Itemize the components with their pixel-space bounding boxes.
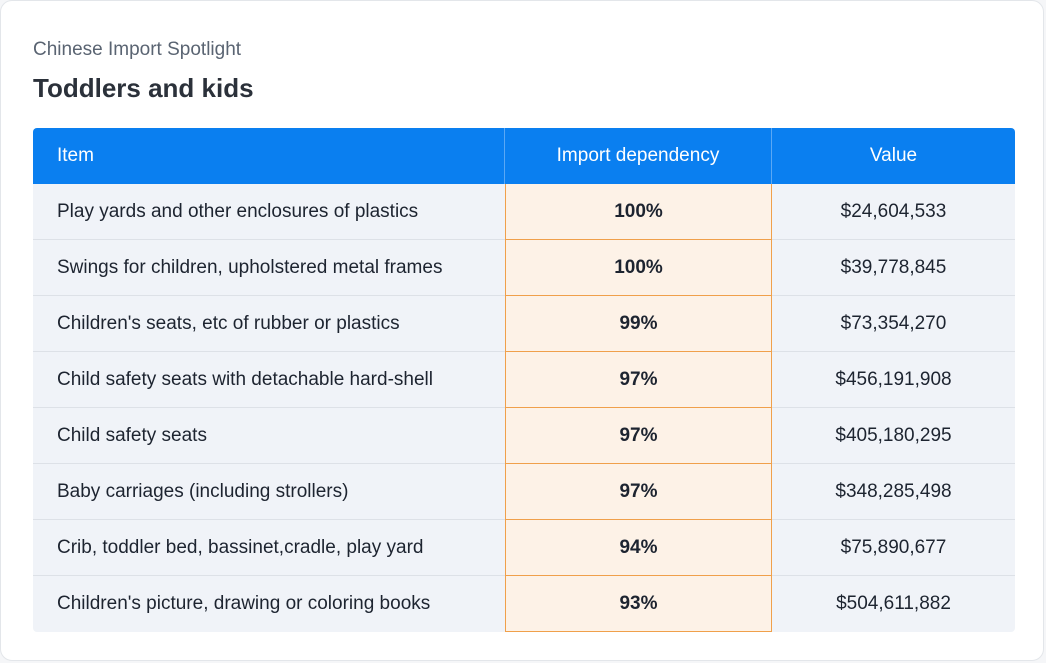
- dependency-cell: 93%: [505, 576, 772, 632]
- table-header-row: Item Import dependency Value: [33, 128, 1015, 184]
- value-cell: $39,778,845: [772, 240, 1015, 296]
- dependency-cell: 97%: [505, 464, 772, 520]
- value-cell: $504,611,882: [836, 593, 951, 614]
- item-cell: Child safety seats: [33, 408, 505, 464]
- item-cell: Play yards and other enclosures of plast…: [33, 184, 505, 240]
- import-table: Item Import dependency Value Play yards …: [33, 128, 1015, 632]
- column-header-import-dependency: Import dependency: [505, 128, 772, 184]
- value-cell: $24,604,533: [772, 184, 1015, 240]
- chart-subtitle: Chinese Import Spotlight: [33, 39, 242, 60]
- table-row: Children's seats, etc of rubber or plast…: [33, 296, 1015, 352]
- dependency-cell: 94%: [505, 520, 772, 576]
- item-cell: Swings for children, upholstered metal f…: [33, 240, 505, 296]
- item-cell: Children's seats, etc of rubber or plast…: [33, 296, 505, 352]
- table-row: Baby carriages (including strollers) 97%…: [33, 464, 1015, 520]
- value-cell: $73,354,270: [772, 296, 1015, 352]
- column-header-value: Value: [869, 145, 918, 166]
- item-cell: Child safety seats with detachable hard-…: [33, 352, 505, 408]
- value-cell: $75,890,677: [772, 520, 1015, 576]
- table-row: Swings for children, upholstered metal f…: [33, 240, 1015, 296]
- item-cell: Crib, toddler bed, bassinet,cradle, play…: [33, 520, 505, 576]
- table-row: Crib, toddler bed, bassinet,cradle, play…: [33, 520, 1015, 576]
- value-cell: $348,285,498: [772, 464, 1015, 520]
- value-cell: $405,180,295: [772, 408, 1015, 464]
- table-row: Play yards and other enclosures of plast…: [33, 184, 1015, 240]
- dependency-cell: 97%: [505, 408, 772, 464]
- table-row: Child safety seats 97% $405,180,295: [33, 408, 1015, 464]
- dependency-cell: 97%: [505, 352, 772, 408]
- chart-title: Toddlers and kids: [33, 73, 254, 103]
- item-cell: Baby carriages (including strollers): [33, 464, 505, 520]
- dependency-cell: 99%: [505, 296, 772, 352]
- table-row: Child safety seats with detachable hard-…: [33, 352, 1015, 408]
- dependency-cell: 100%: [505, 240, 772, 296]
- dependency-cell: 100%: [505, 184, 772, 240]
- column-header-item: Item: [33, 128, 505, 184]
- value-cell: $456,191,908: [772, 352, 1015, 408]
- table-row: Children's picture, drawing or coloring …: [33, 576, 1015, 632]
- item-cell: Children's picture, drawing or coloring …: [57, 593, 431, 614]
